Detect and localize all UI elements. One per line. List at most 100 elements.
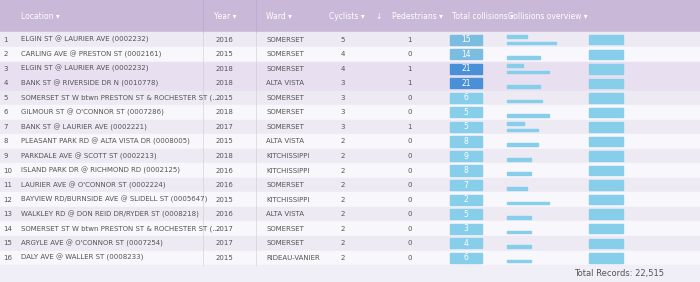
Bar (507, 114, 549, 117)
Text: 7: 7 (463, 180, 468, 190)
Text: 2: 2 (341, 255, 345, 261)
Text: 2016: 2016 (216, 182, 234, 188)
Bar (0, 61, 700, 76)
Bar (589, 180, 623, 190)
Text: SOMERSET: SOMERSET (266, 182, 304, 188)
Bar (0, 120, 700, 134)
Bar (589, 195, 623, 204)
Text: 2018: 2018 (216, 66, 234, 72)
Text: 2: 2 (341, 240, 345, 246)
Text: 2: 2 (341, 182, 345, 188)
Bar (0, 250, 700, 265)
Text: 5: 5 (463, 122, 468, 131)
Text: 2: 2 (341, 197, 345, 203)
Text: 2015: 2015 (216, 255, 233, 261)
Bar (507, 202, 549, 204)
Bar (450, 224, 482, 234)
Text: 0: 0 (407, 182, 412, 188)
Text: 0: 0 (407, 138, 412, 144)
Bar (0, 265, 700, 282)
Text: 3: 3 (463, 224, 468, 233)
Bar (507, 173, 531, 175)
Text: 2015: 2015 (216, 51, 233, 57)
Text: 2: 2 (341, 168, 345, 173)
Text: 8: 8 (463, 166, 468, 175)
Text: 0: 0 (407, 197, 412, 203)
Text: Cyclists ▾: Cyclists ▾ (329, 12, 365, 21)
Text: 2: 2 (341, 211, 345, 217)
Bar (450, 35, 482, 45)
Text: ISLAND PARK DR @ RICHMOND RD (0002125): ISLAND PARK DR @ RICHMOND RD (0002125) (21, 167, 180, 174)
Text: 2016: 2016 (216, 211, 234, 217)
Text: RIDEAU-VANIER: RIDEAU-VANIER (266, 255, 320, 261)
Text: 6: 6 (4, 109, 8, 115)
Text: 1: 1 (407, 80, 412, 86)
Text: 21: 21 (461, 64, 470, 73)
Text: CARLING AVE @ PRESTON ST (0002161): CARLING AVE @ PRESTON ST (0002161) (21, 50, 162, 58)
Text: WALKLEY RD @ DON REID DR/RYDER ST (0008218): WALKLEY RD @ DON REID DR/RYDER ST (00082… (21, 211, 199, 218)
Text: Location ▾: Location ▾ (21, 12, 60, 21)
Bar (507, 260, 531, 262)
Bar (450, 107, 482, 118)
Text: 5: 5 (341, 37, 345, 43)
Text: SOMERSET: SOMERSET (266, 66, 304, 72)
Text: ELGIN ST @ LAURIER AVE (0002232): ELGIN ST @ LAURIER AVE (0002232) (21, 65, 148, 72)
Text: 6: 6 (463, 253, 468, 262)
Bar (450, 151, 482, 161)
Text: 9: 9 (463, 151, 468, 160)
Text: 2015: 2015 (216, 138, 233, 144)
Bar (450, 136, 482, 147)
Bar (507, 245, 531, 248)
Bar (589, 166, 623, 175)
Bar (0, 76, 700, 91)
Text: ALTA VISTA: ALTA VISTA (266, 211, 304, 217)
Bar (450, 253, 482, 263)
Bar (450, 238, 482, 248)
Bar (450, 78, 482, 89)
Text: SOMERSET ST W btwn PRESTON ST & ROCHESTER ST (...: SOMERSET ST W btwn PRESTON ST & ROCHESTE… (21, 95, 219, 101)
Text: DALY AVE @ WALLER ST (0008233): DALY AVE @ WALLER ST (0008233) (21, 254, 144, 261)
Bar (0, 221, 700, 236)
Text: SOMERSET: SOMERSET (266, 109, 304, 115)
Text: 2016: 2016 (216, 168, 234, 173)
Text: SOMERSET: SOMERSET (266, 240, 304, 246)
Text: 0: 0 (407, 95, 412, 101)
Text: Year ▾: Year ▾ (214, 12, 236, 21)
Bar (450, 93, 482, 103)
Bar (0, 0, 700, 32)
Bar (589, 224, 623, 233)
Bar (589, 137, 623, 146)
Text: Total collisions ▾: Total collisions ▾ (452, 12, 514, 21)
Text: ALTA VISTA: ALTA VISTA (266, 80, 304, 86)
Bar (450, 180, 482, 190)
Bar (589, 35, 623, 45)
Text: Collisions overview ▾: Collisions overview ▾ (508, 12, 587, 21)
Text: 15: 15 (4, 240, 13, 246)
Bar (507, 158, 531, 160)
Bar (0, 178, 700, 192)
Text: 2017: 2017 (216, 240, 234, 246)
Text: 0: 0 (407, 168, 412, 173)
Text: 5: 5 (463, 210, 468, 219)
Bar (507, 143, 538, 146)
Bar (589, 93, 623, 103)
Text: ALTA VISTA: ALTA VISTA (266, 138, 304, 144)
Bar (450, 195, 482, 205)
Text: ELGIN ST @ LAURIER AVE (0002232): ELGIN ST @ LAURIER AVE (0002232) (21, 36, 148, 43)
Text: 2: 2 (341, 153, 345, 159)
Text: PLEASANT PARK RD @ ALTA VISTA DR (0008005): PLEASANT PARK RD @ ALTA VISTA DR (000800… (21, 138, 190, 145)
Text: 2016: 2016 (216, 37, 234, 43)
Text: SOMERSET: SOMERSET (266, 51, 304, 57)
Bar (450, 49, 482, 59)
Text: 4: 4 (341, 66, 345, 72)
Bar (507, 41, 556, 44)
Text: Total Records: 22,515: Total Records: 22,515 (574, 269, 664, 278)
Text: 0: 0 (407, 240, 412, 246)
Text: 3: 3 (4, 66, 8, 72)
Bar (589, 239, 623, 248)
Bar (0, 91, 700, 105)
Text: 16: 16 (4, 255, 13, 261)
Bar (507, 122, 524, 125)
Bar (507, 187, 526, 190)
Text: 10: 10 (4, 168, 13, 173)
